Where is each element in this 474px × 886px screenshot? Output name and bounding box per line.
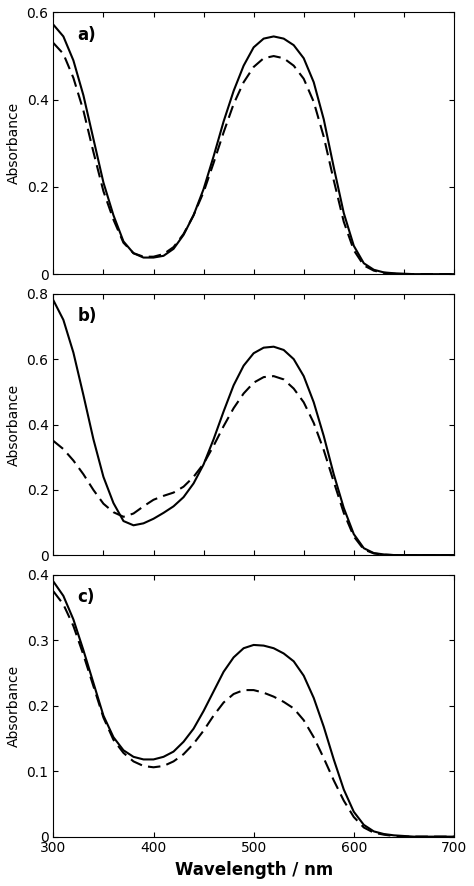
Y-axis label: Absorbance: Absorbance — [7, 384, 21, 466]
Y-axis label: Absorbance: Absorbance — [7, 664, 21, 747]
Text: a): a) — [77, 26, 96, 43]
Text: c): c) — [77, 588, 95, 606]
Text: b): b) — [77, 307, 97, 325]
Y-axis label: Absorbance: Absorbance — [7, 102, 21, 184]
X-axis label: Wavelength / nm: Wavelength / nm — [174, 861, 333, 879]
